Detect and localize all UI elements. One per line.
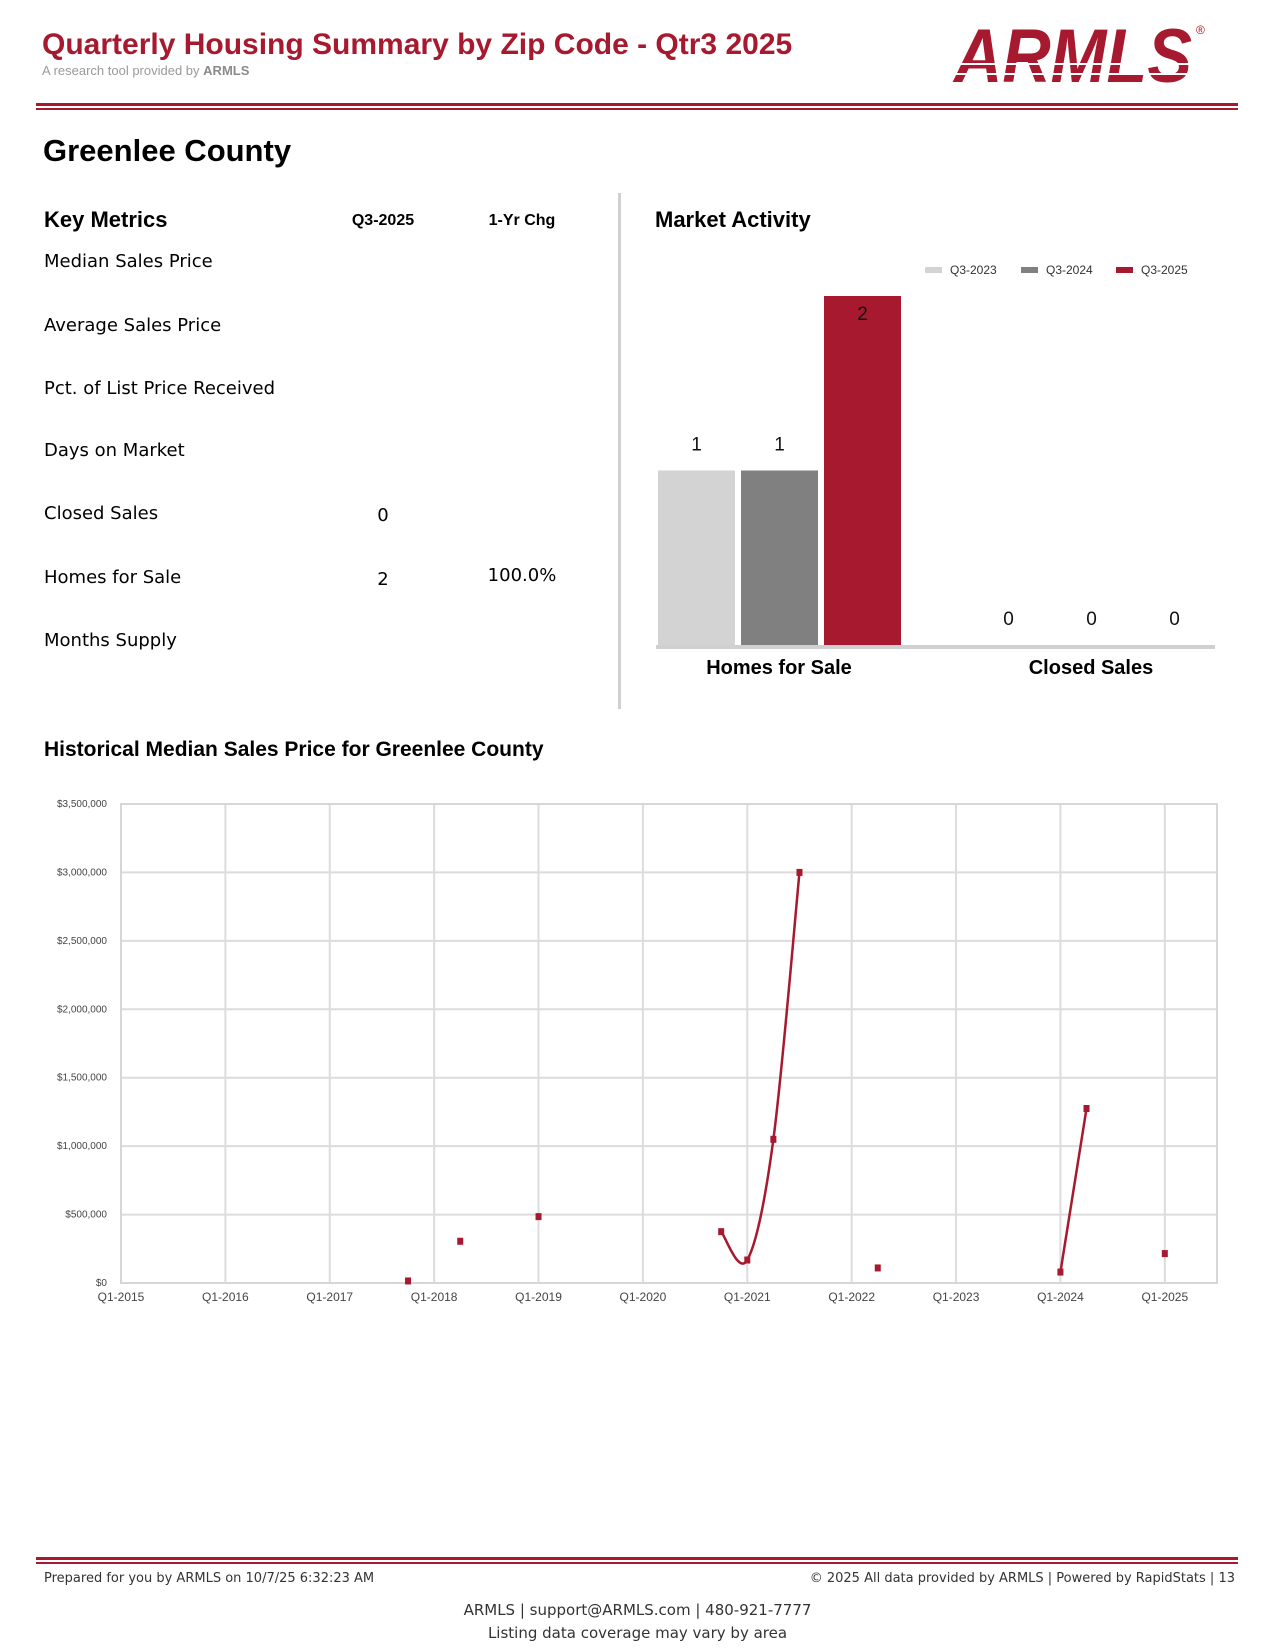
plot-border bbox=[120, 803, 1218, 1284]
x-tick-label: Q1-2017 bbox=[306, 1290, 353, 1304]
bar bbox=[658, 470, 735, 645]
data-point-marker bbox=[1161, 1250, 1168, 1258]
footer-rule-bottom bbox=[36, 1562, 1238, 1564]
data-point-marker bbox=[405, 1277, 412, 1285]
data-point-marker bbox=[718, 1228, 725, 1236]
metric-current-value: 0 bbox=[377, 505, 389, 526]
x-tick-label: Q1-2020 bbox=[620, 1290, 667, 1304]
metric-label: Months Supply bbox=[44, 630, 177, 651]
footer-rule-top bbox=[36, 1557, 1238, 1560]
metric-label: Average Sales Price bbox=[44, 315, 222, 336]
bar-value-label: 1 bbox=[691, 435, 702, 456]
key-metrics-title: Key Metrics bbox=[44, 207, 168, 232]
data-point-marker bbox=[457, 1237, 464, 1245]
metric-label: Days on Market bbox=[44, 440, 185, 461]
legend-label: Q3-2024 bbox=[1046, 263, 1093, 277]
x-tick-label: Q1-2022 bbox=[828, 1290, 875, 1304]
y-tick-label: $500,000 bbox=[65, 1210, 107, 1221]
metric-label: Homes for Sale bbox=[44, 567, 182, 588]
data-point-marker bbox=[770, 1135, 777, 1143]
metric-label: Closed Sales bbox=[44, 503, 159, 524]
historical-median-price-chart: $0 $500,000 $1,000,000 $1,500,000 $2,000,000… bbox=[57, 799, 1218, 1304]
legend-swatch bbox=[925, 267, 942, 273]
legend-label: Q3-2023 bbox=[950, 263, 997, 277]
armls-logo: ARMLS ® bbox=[950, 20, 1212, 86]
footer-coverage: Listing data coverage may vary by area bbox=[487, 1624, 788, 1642]
section-divider bbox=[618, 193, 621, 709]
historical-title: Historical Median Sales Price for Greenl… bbox=[44, 738, 544, 761]
legend-swatch bbox=[1116, 267, 1133, 273]
x-tick-label: Q1-2023 bbox=[933, 1290, 980, 1304]
data-point-marker bbox=[1083, 1105, 1090, 1113]
x-tick-label: Q1-2024 bbox=[1037, 1290, 1084, 1304]
market-activity-title: Market Activity bbox=[655, 207, 811, 232]
bar-value-label: 0 bbox=[1003, 609, 1014, 630]
subtitle-brand: ARMLS bbox=[203, 63, 250, 78]
category-label: Closed Sales bbox=[1029, 657, 1154, 679]
report-subtitle: A research tool provided by ARMLS bbox=[42, 63, 249, 78]
price-line bbox=[720, 872, 801, 1265]
metric-label: Pct. of List Price Received bbox=[44, 378, 276, 399]
data-point-marker bbox=[874, 1264, 881, 1272]
bar-value-label: 2 bbox=[857, 304, 868, 325]
y-tick-label: $3,000,000 bbox=[57, 867, 107, 878]
data-point-marker bbox=[1057, 1268, 1064, 1276]
x-tick-label: Q1-2015 bbox=[98, 1290, 145, 1304]
category-label: Homes for Sale bbox=[706, 657, 852, 679]
y-tick-label: $1,500,000 bbox=[57, 1073, 107, 1084]
bar bbox=[741, 470, 818, 645]
col-header-change: 1-Yr Chg bbox=[488, 212, 556, 229]
x-tick-label: Q1-2019 bbox=[515, 1290, 562, 1304]
metric-label: Median Sales Price bbox=[44, 251, 213, 272]
x-tick-label: Q1-2025 bbox=[1141, 1290, 1188, 1304]
legend-swatch bbox=[1021, 267, 1038, 273]
report-title: Quarterly Housing Summary by Zip Code - … bbox=[42, 28, 793, 61]
x-tick-label: Q1-2016 bbox=[202, 1290, 249, 1304]
y-tick-label: $1,000,000 bbox=[57, 1141, 107, 1152]
legend-item: Q3-2023 bbox=[925, 263, 997, 277]
y-tick-label: $2,500,000 bbox=[57, 936, 107, 947]
x-tick-label: Q1-2021 bbox=[724, 1290, 771, 1304]
bar-value-label: 0 bbox=[1169, 609, 1180, 630]
footer-contact: ARMLS | support@ARMLS.com | 480-921-7777 bbox=[463, 1601, 812, 1619]
metric-change-value: 100.0% bbox=[487, 565, 557, 586]
legend-item: Q3-2024 bbox=[1021, 263, 1093, 277]
legend-label: Q3-2025 bbox=[1141, 263, 1188, 277]
subtitle-prefix: A research tool provided by bbox=[42, 63, 200, 78]
col-header-current: Q3-2025 bbox=[351, 212, 415, 229]
data-point-marker bbox=[744, 1256, 751, 1264]
bar-value-label: 0 bbox=[1086, 609, 1097, 630]
legend-item: Q3-2025 bbox=[1116, 263, 1188, 277]
x-tick-label: Q1-2018 bbox=[411, 1290, 458, 1304]
logo-registered-mark: ® bbox=[1196, 23, 1205, 37]
county-title: Greenlee County bbox=[43, 133, 292, 168]
header-rule-top bbox=[36, 103, 1238, 106]
data-point-marker bbox=[535, 1213, 542, 1221]
header-rule-bottom bbox=[36, 108, 1238, 110]
bar-value-label: 1 bbox=[774, 435, 785, 456]
footer-copyright: © 2025 All data provided by ARMLS | Powe… bbox=[809, 1571, 1235, 1586]
x-axis-line bbox=[656, 645, 1215, 649]
y-tick-label: $0 bbox=[96, 1278, 108, 1289]
market-activity-chart: 1 1 2 Homes for Sale 0 0 0 Closed Sales bbox=[656, 296, 1215, 679]
y-tick-label: $2,000,000 bbox=[57, 1004, 107, 1015]
footer-prepared: Prepared for you by ARMLS on 10/7/25 6:3… bbox=[44, 1571, 375, 1586]
bar bbox=[824, 296, 901, 645]
price-line bbox=[1059, 1108, 1088, 1273]
metric-current-value: 2 bbox=[377, 569, 389, 590]
data-point-marker bbox=[796, 868, 803, 876]
y-tick-label: $3,500,000 bbox=[57, 799, 107, 810]
